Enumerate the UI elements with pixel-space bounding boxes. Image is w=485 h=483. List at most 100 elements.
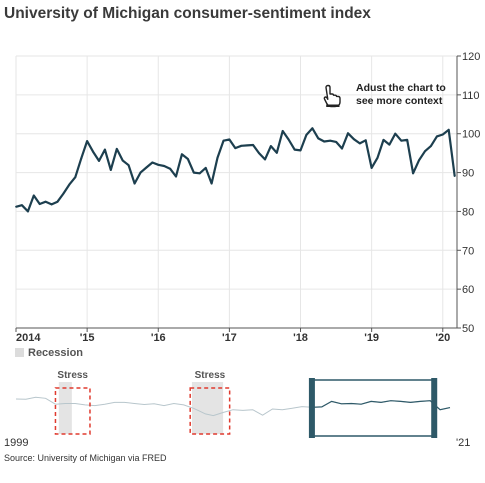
data-point xyxy=(181,153,183,156)
data-point xyxy=(234,147,237,149)
data-point xyxy=(252,144,254,146)
data-point xyxy=(258,152,260,155)
data-point xyxy=(204,167,207,169)
data-point xyxy=(145,166,148,169)
data-point xyxy=(299,149,302,152)
data-point xyxy=(400,139,403,142)
data-point xyxy=(198,172,201,175)
recession-swatch xyxy=(15,348,24,357)
data-point xyxy=(169,167,172,170)
overview-start-label: 1999 xyxy=(4,437,29,449)
x-tick-label: '19 xyxy=(364,332,379,344)
data-point xyxy=(133,182,136,185)
series xyxy=(15,127,456,213)
recession-legend: Recession xyxy=(15,347,83,359)
x-tick-label: '17 xyxy=(222,332,237,344)
data-point xyxy=(228,138,231,141)
data-point xyxy=(264,158,266,161)
y-axis-tick-labels: 50 60 70 80 90 100 110 120 xyxy=(462,51,480,335)
x-tick-label: 2014 xyxy=(16,332,41,344)
data-point xyxy=(21,204,23,207)
data-point xyxy=(418,159,420,162)
data-point xyxy=(388,143,391,146)
data-point xyxy=(115,147,118,150)
data-point xyxy=(68,183,71,186)
data-point xyxy=(98,160,100,162)
data-point xyxy=(269,145,272,148)
data-point xyxy=(44,200,47,203)
data-point xyxy=(352,138,355,141)
data-point xyxy=(210,182,213,185)
data-point xyxy=(216,156,219,159)
data-point xyxy=(376,156,379,159)
data-point xyxy=(347,132,349,135)
data-point xyxy=(382,139,385,141)
data-point xyxy=(163,165,166,167)
y-tick-label: 50 xyxy=(462,323,474,335)
data-point xyxy=(15,205,17,208)
x-tick-label: '18 xyxy=(293,332,308,344)
data-point xyxy=(246,144,249,147)
data-point xyxy=(62,192,65,195)
data-point xyxy=(429,145,432,148)
data-point xyxy=(323,140,326,143)
data-point xyxy=(240,144,243,147)
y-tick-label: 120 xyxy=(462,51,480,63)
axes xyxy=(15,55,461,332)
data-point xyxy=(121,159,124,162)
data-point xyxy=(453,175,456,177)
data-point xyxy=(317,137,320,140)
data-point xyxy=(80,157,83,160)
data-point xyxy=(127,164,130,167)
y-tick-label: 90 xyxy=(462,168,474,180)
data-point xyxy=(104,148,106,151)
data-point xyxy=(109,168,112,171)
data-point xyxy=(74,176,77,179)
sentiment-series-line xyxy=(15,127,456,213)
data-point xyxy=(341,147,343,150)
data-point xyxy=(394,132,397,135)
y-tick-label: 60 xyxy=(462,284,474,296)
data-point xyxy=(287,138,290,141)
hint-text: Adust the chart to see more context xyxy=(356,82,446,107)
y-tick-label: 70 xyxy=(462,245,474,257)
data-point xyxy=(26,210,29,213)
data-point xyxy=(305,133,308,136)
data-point xyxy=(275,151,278,154)
data-point xyxy=(370,167,373,169)
data-point xyxy=(293,148,296,151)
data-point xyxy=(447,128,450,131)
x-tick-label: '20 xyxy=(435,332,450,344)
data-point xyxy=(92,150,94,153)
data-point xyxy=(38,203,41,205)
data-point xyxy=(412,172,415,175)
data-point xyxy=(441,133,444,136)
data-point xyxy=(32,194,35,197)
recession-legend-label: Recession xyxy=(28,347,84,359)
gridlines xyxy=(15,55,457,329)
data-point xyxy=(192,171,195,174)
data-point xyxy=(364,139,367,142)
data-point xyxy=(311,127,314,130)
chart-title: University of Michigan consumer-sentimen… xyxy=(4,5,371,22)
data-point xyxy=(358,142,361,145)
data-point xyxy=(406,139,409,141)
data-point xyxy=(157,163,160,166)
x-tick-label: '15 xyxy=(80,332,95,344)
data-point xyxy=(281,130,284,132)
data-point xyxy=(187,158,189,160)
data-point xyxy=(151,161,154,164)
source-note: Source: University of Michigan via FRED xyxy=(4,453,167,463)
y-tick-label: 80 xyxy=(462,206,474,218)
data-point xyxy=(86,140,89,142)
data-point xyxy=(329,139,332,142)
data-point xyxy=(56,200,59,203)
overview-end-label: '21 xyxy=(456,437,471,449)
data-point xyxy=(175,175,177,178)
data-point xyxy=(222,139,225,142)
pointing-hand-icon xyxy=(322,84,344,113)
data-point xyxy=(50,203,53,206)
y-tick-label: 100 xyxy=(462,129,480,141)
x-axis-tick-labels: 2014 '15 '16 '17 '18 '19 '20 xyxy=(16,332,450,344)
